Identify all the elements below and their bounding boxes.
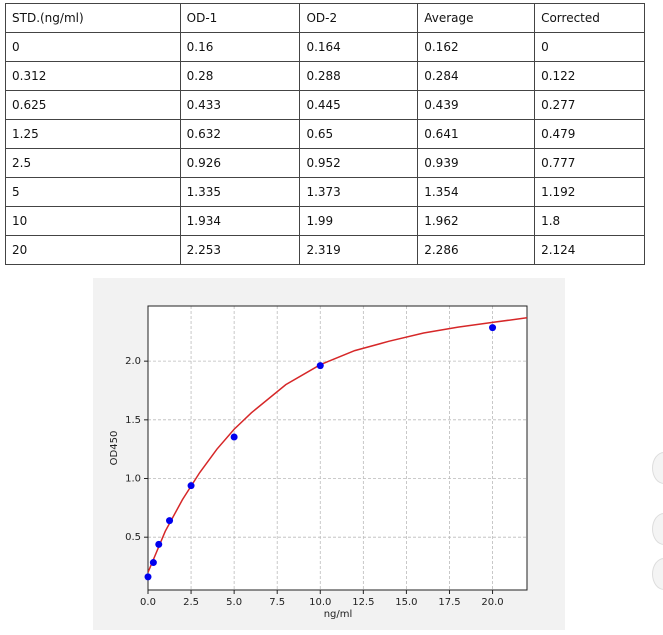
x-tick-label: 7.5 xyxy=(269,597,285,608)
table-cell: 20 xyxy=(5,235,181,265)
x-tick-label: 0.0 xyxy=(140,597,156,608)
data-point xyxy=(144,573,152,581)
table-row: 20 2.253 2.319 2.286 2.124 xyxy=(5,235,645,265)
table-cell: 0.777 xyxy=(534,148,645,178)
x-tick-label: 17.5 xyxy=(438,597,460,608)
data-point xyxy=(316,362,324,370)
x-tick-label: 10.0 xyxy=(309,597,331,608)
table-cell: 0.632 xyxy=(179,119,301,149)
table-row: 1.25 0.632 0.65 0.641 0.479 xyxy=(5,119,645,149)
table-cell: 0.312 xyxy=(5,61,181,91)
table-cell: 2.124 xyxy=(534,235,645,265)
y-axis-label: OD450 xyxy=(109,431,120,466)
table-cell: 10 xyxy=(5,206,181,236)
table-cell: 1.8 xyxy=(534,206,645,236)
table-row: 0 0.16 0.164 0.162 0 xyxy=(5,32,645,62)
table-cell: 0.16 xyxy=(179,32,301,62)
table-row: 5 1.335 1.373 1.354 1.192 xyxy=(5,177,645,207)
table-cell: Average xyxy=(417,3,536,33)
table-cell: 2.319 xyxy=(299,235,419,265)
plot-frame xyxy=(147,305,528,591)
table-cell: 0.284 xyxy=(417,61,536,91)
table-cell: 1.934 xyxy=(179,206,301,236)
x-tick-label: 12.5 xyxy=(352,597,374,608)
x-tick-label: 15.0 xyxy=(395,597,417,608)
data-point xyxy=(187,482,195,490)
x-axis-label: ng/ml xyxy=(324,609,353,620)
table-cell: 1.25 xyxy=(5,119,181,149)
table-cell: 0.433 xyxy=(179,90,301,120)
table-cell: 1.192 xyxy=(534,177,645,207)
table-cell: 1.373 xyxy=(299,177,419,207)
table-row: 10 1.934 1.99 1.962 1.8 xyxy=(5,206,645,236)
data-point xyxy=(155,540,163,548)
y-tick-label: 2.0 xyxy=(125,356,141,367)
table-row: STD.(ng/ml) OD-1 OD-2 Average Corrected xyxy=(5,3,645,33)
x-tick-label: 5.0 xyxy=(226,597,242,608)
table-cell: 0.641 xyxy=(417,119,536,149)
table-cell: OD-1 xyxy=(179,3,301,33)
fit-curve xyxy=(148,316,527,573)
table-row: 0.312 0.28 0.288 0.284 0.122 xyxy=(5,61,645,91)
y-tick-label: 0.5 xyxy=(125,532,141,543)
y-tick-label: 1.5 xyxy=(125,415,141,426)
table-cell: 1.99 xyxy=(299,206,419,236)
data-point xyxy=(149,559,157,567)
table-cell: 0.65 xyxy=(299,119,419,149)
data-point xyxy=(489,324,497,332)
table-cell: 2.253 xyxy=(179,235,301,265)
plot-area xyxy=(148,306,527,590)
y-tick-label: 1.0 xyxy=(125,474,141,485)
table-row: 2.5 0.926 0.952 0.939 0.777 xyxy=(5,148,645,178)
table-cell: 0.939 xyxy=(417,148,536,178)
table-cell: 0.164 xyxy=(299,32,419,62)
table-cell: Corrected xyxy=(534,3,645,33)
table-cell: 1.354 xyxy=(417,177,536,207)
table-cell: 2.286 xyxy=(417,235,536,265)
table-cell: 0.439 xyxy=(417,90,536,120)
table-cell: 1.335 xyxy=(179,177,301,207)
x-tick-label: 20.0 xyxy=(481,597,503,608)
data-point xyxy=(230,433,238,441)
x-tick-label: 2.5 xyxy=(183,597,199,608)
table-row: 0.625 0.433 0.445 0.439 0.277 xyxy=(5,90,645,120)
table-cell: STD.(ng/ml) xyxy=(5,3,181,33)
data-table: STD.(ng/ml) OD-1 OD-2 Average Corrected 0 0.16… xyxy=(5,3,645,265)
table-cell: 0.952 xyxy=(299,148,419,178)
data-point xyxy=(166,517,174,525)
